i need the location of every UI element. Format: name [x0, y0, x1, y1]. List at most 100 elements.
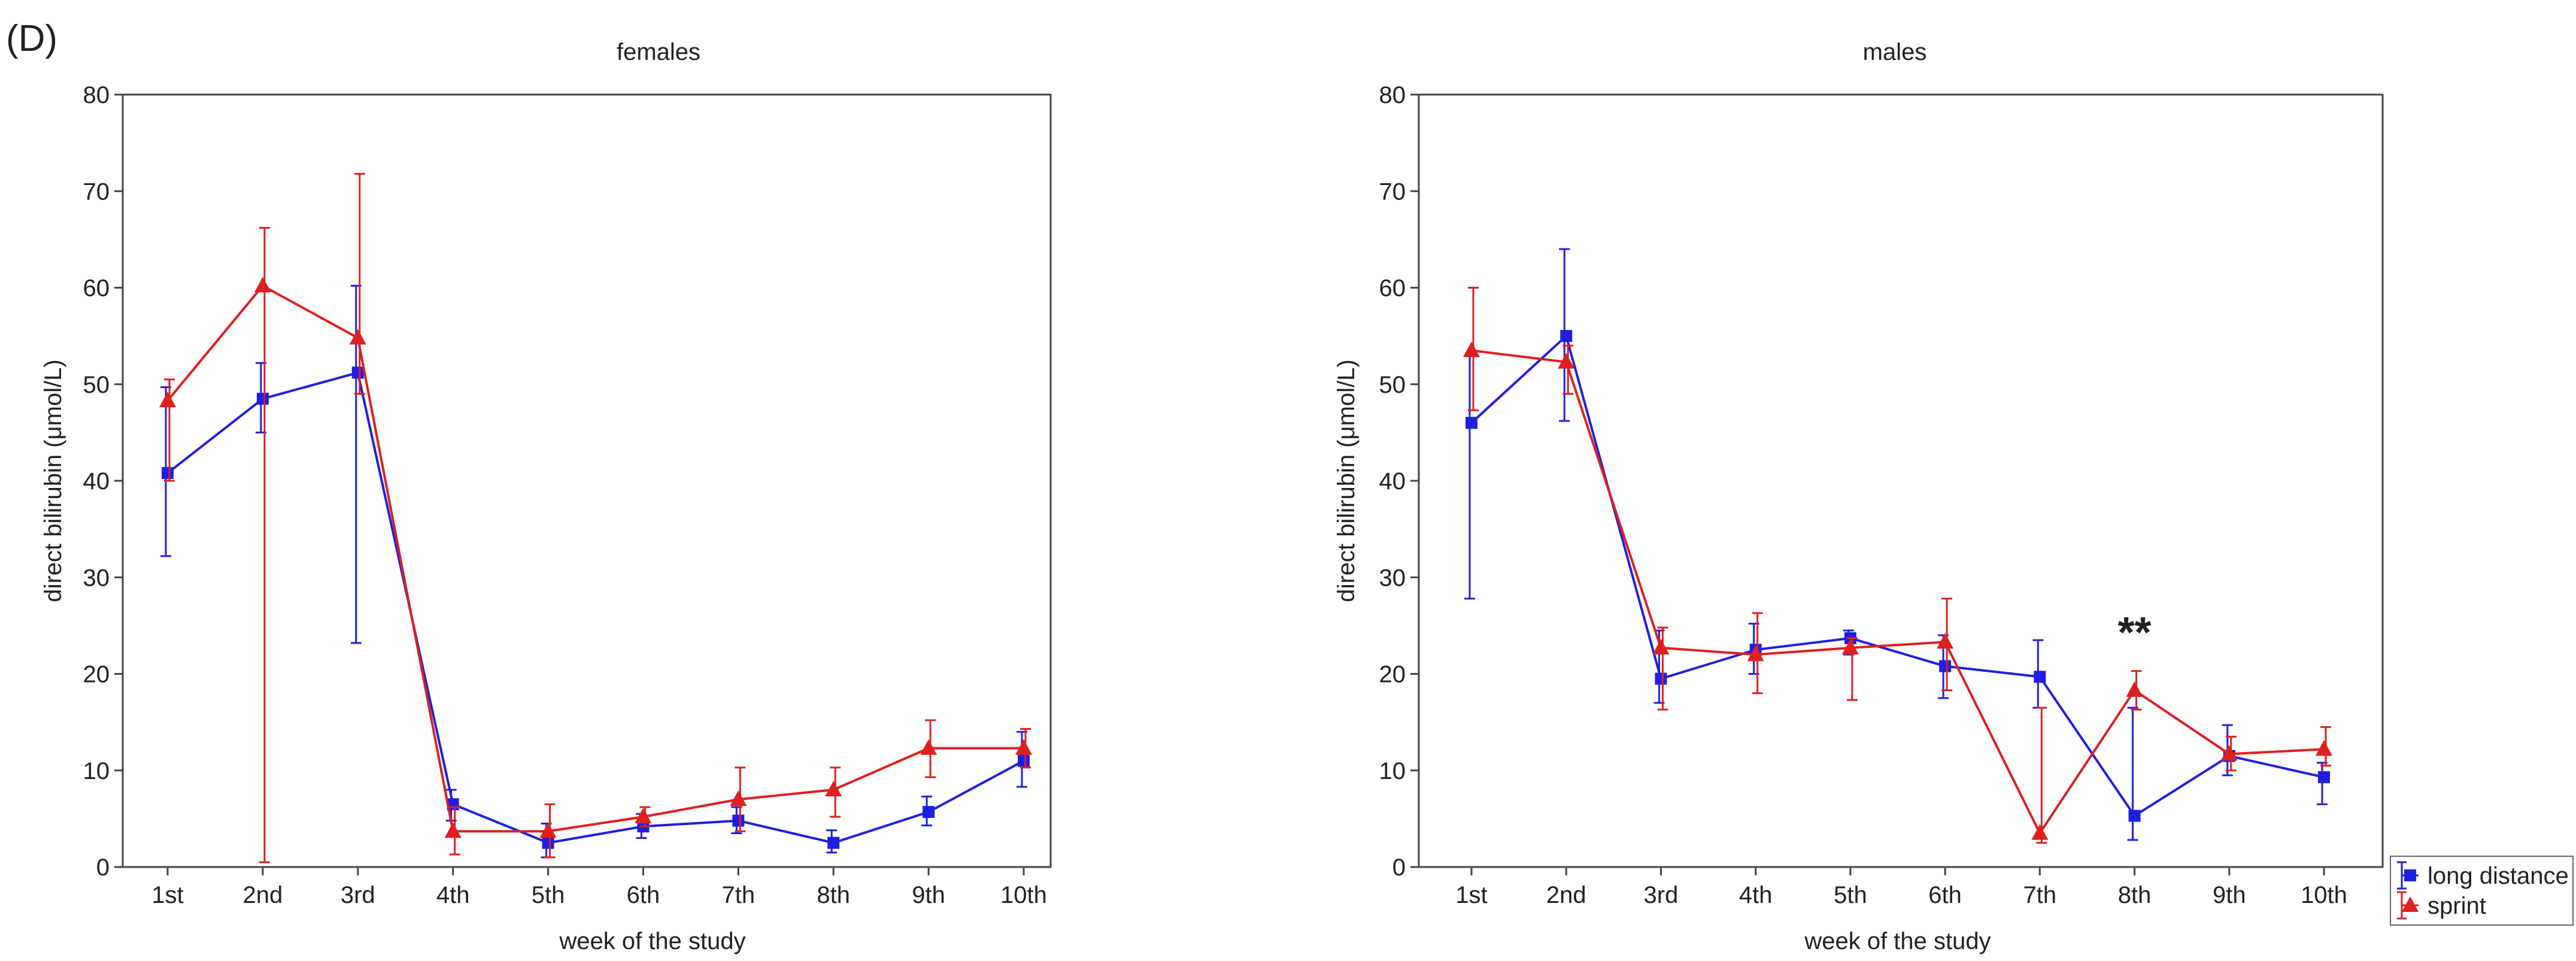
data-point	[349, 329, 366, 345]
error-bar	[259, 227, 270, 863]
x-tick-label: 7th	[2023, 882, 2057, 908]
y-tick-label: 0	[96, 854, 110, 881]
significance-annotation: **	[2118, 609, 2152, 657]
data-point	[1560, 330, 1573, 342]
data-point	[1015, 739, 1032, 755]
data-point	[2034, 671, 2046, 683]
data-point	[1939, 660, 1952, 672]
annotations-males: **	[2118, 609, 2152, 657]
y-tick-label: 10	[1379, 758, 1406, 784]
data-point	[1558, 353, 1575, 369]
legend-item: long distance	[2397, 861, 2569, 890]
data-point	[351, 366, 364, 379]
data-point	[539, 822, 557, 838]
data-point	[542, 836, 554, 849]
series-females	[159, 172, 1032, 863]
y-tick-label: 10	[83, 758, 110, 784]
data-point	[827, 836, 840, 849]
y-ticks-females: 0 10 20 30 40 50 60 70 80	[83, 82, 123, 881]
data-point	[162, 467, 174, 480]
error-bar	[2317, 762, 2328, 805]
x-tick-label: 1st	[1455, 882, 1487, 908]
data-point	[1747, 645, 1764, 662]
x-tick-label: 9th	[2213, 882, 2246, 908]
x-tick-label: 6th	[627, 882, 660, 908]
x-tick-label: 5th	[1834, 882, 1867, 908]
data-point	[256, 392, 269, 405]
plot-frame-males	[1418, 93, 2384, 868]
x-axis-label-females: week of the study	[559, 928, 745, 954]
x-tick-label: 10th	[1000, 882, 1047, 908]
y-tick-label: 60	[83, 275, 110, 302]
legend-marker	[2402, 896, 2419, 912]
series-long-distance	[1464, 248, 2330, 841]
y-tick-label: 40	[83, 468, 110, 495]
y-tick-label: 20	[83, 662, 110, 688]
data-point	[920, 739, 937, 755]
x-tick-label: 3rd	[1644, 882, 1679, 908]
series-sprint	[1463, 287, 2332, 844]
data-point	[1841, 638, 1859, 654]
legend-item: sprint	[2397, 891, 2486, 920]
y-tick-label: 30	[1379, 565, 1406, 591]
x-ticks-males: 1st 2nd 3rd 4th 5th 6th 7th 8th 9th 10th	[1455, 867, 2347, 908]
series-line	[166, 284, 1024, 833]
x-ticks-females: 1st 2nd 3rd 4th 5th 6th 7th 8th 9th 10th	[151, 867, 1047, 908]
y-axis-label-males: direct bilirubin (μmol/L)	[1333, 359, 1360, 602]
legend: long distance sprint	[2390, 856, 2574, 926]
chart-title-females: females	[617, 39, 700, 65]
x-tick-label: 8th	[2118, 882, 2152, 908]
chart-males: males 0 10 20 30 40 50 60 70 80 1st 2nd 3rd 4th 5th 6…	[1333, 39, 2384, 954]
data-point	[159, 392, 176, 408]
chart-title-males: males	[1863, 39, 1927, 65]
data-point	[2220, 745, 2238, 761]
series-line	[166, 371, 1024, 844]
series-line	[1470, 334, 2325, 818]
y-tick-label: 80	[83, 82, 110, 108]
y-tick-label: 70	[83, 178, 110, 205]
x-tick-label: 3rd	[341, 882, 375, 908]
y-tick-label: 30	[83, 565, 110, 591]
y-tick-label: 20	[1379, 662, 1406, 688]
y-tick-label: 40	[1379, 468, 1406, 495]
y-tick-label: 70	[1379, 178, 1406, 205]
x-tick-label: 1st	[151, 882, 183, 908]
data-point	[1937, 633, 1954, 649]
data-point	[2126, 681, 2143, 697]
legend-label: sprint	[2428, 893, 2486, 919]
y-tick-label: 50	[1379, 372, 1406, 398]
legend-marker	[2404, 869, 2416, 881]
series-line	[1471, 349, 2325, 836]
y-axis-label-females: direct bilirubin (μmol/L)	[40, 359, 66, 602]
x-tick-label: 7th	[722, 882, 755, 908]
data-point	[2128, 810, 2141, 822]
data-point	[923, 806, 935, 818]
data-point	[2031, 824, 2049, 840]
data-point	[1652, 638, 1670, 654]
error-bar	[2036, 707, 2047, 844]
error-bar	[354, 172, 365, 395]
data-point	[825, 781, 842, 796]
x-tick-label: 2nd	[243, 882, 283, 908]
y-tick-label: 80	[1379, 82, 1406, 108]
legend-label: long distance	[2428, 863, 2569, 889]
x-tick-label: 5th	[532, 882, 565, 908]
data-point	[1018, 754, 1030, 767]
data-point	[254, 277, 271, 293]
panel-label: (D)	[6, 18, 57, 59]
data-point	[635, 808, 652, 824]
data-point	[444, 822, 462, 838]
data-point	[1466, 417, 1477, 429]
y-ticks-males: 0 10 20 30 40 50 60 70 80	[1379, 82, 1419, 881]
x-tick-label: 8th	[817, 882, 850, 908]
chart-females: females 0 10 20 30 40 50 60 70 80 1st 2nd 3rd 4th 5t…	[40, 39, 1052, 954]
data-point	[2316, 740, 2332, 756]
series-long-distance	[160, 284, 1030, 859]
x-tick-label: 9th	[912, 882, 945, 908]
y-tick-label: 0	[1392, 854, 1406, 881]
x-tick-label: 6th	[1928, 882, 1962, 908]
x-tick-label: 10th	[2301, 882, 2347, 908]
data-point	[730, 790, 747, 807]
x-tick-label: 4th	[1739, 882, 1773, 908]
